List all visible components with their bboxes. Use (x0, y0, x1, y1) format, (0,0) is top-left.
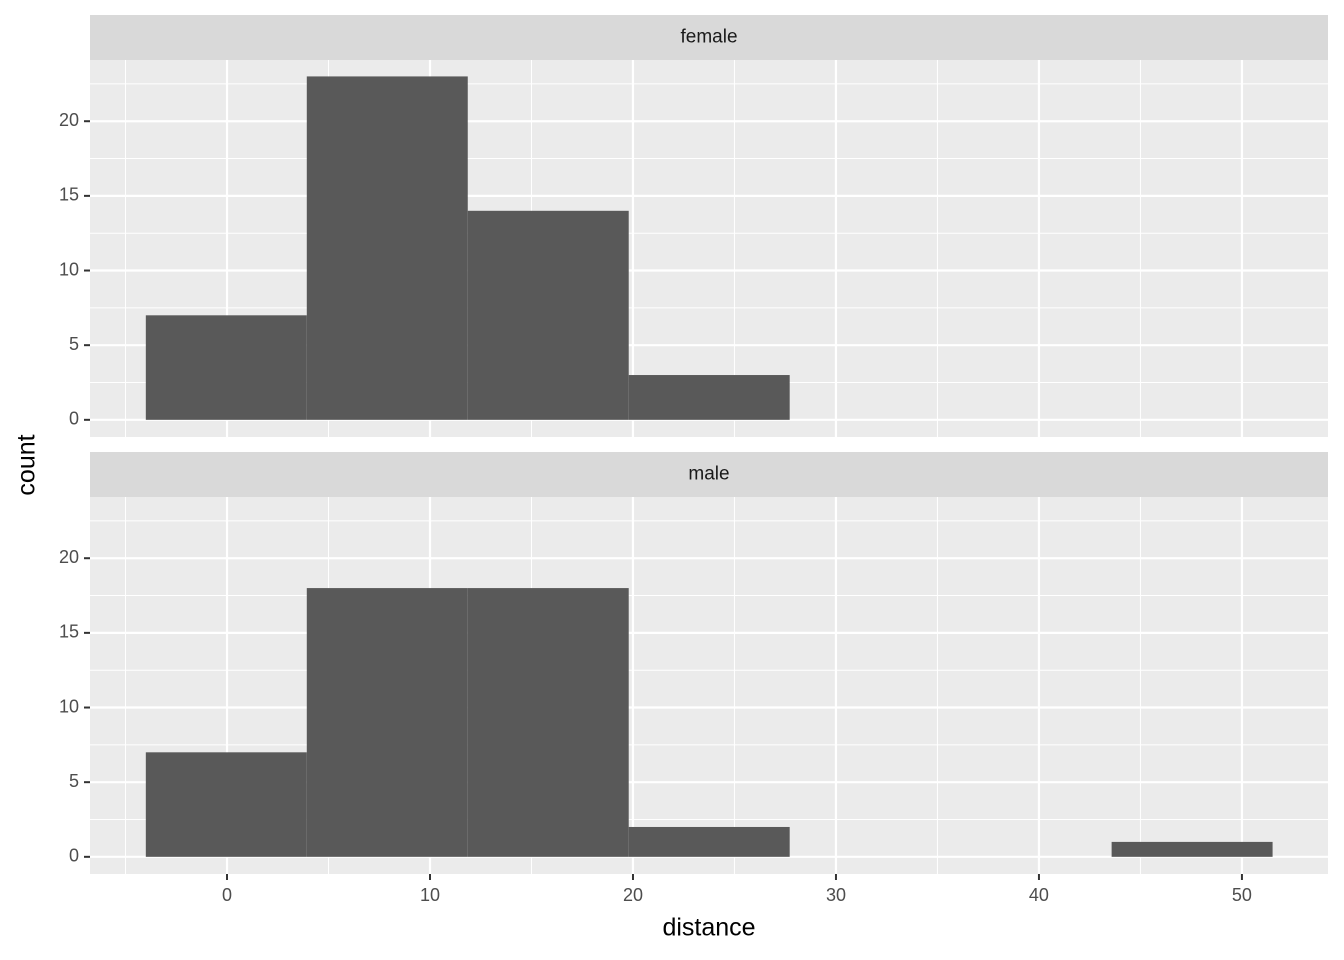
y-tick-label: 20 (59, 110, 79, 130)
y-tick-label: 10 (59, 696, 79, 716)
x-tick-label: 0 (222, 885, 232, 905)
bar (628, 375, 790, 420)
bar (467, 588, 629, 857)
bar (306, 588, 468, 857)
facet-label: male (688, 464, 729, 485)
strip-background (90, 452, 1328, 497)
y-tick-label: 5 (69, 334, 79, 354)
y-axis-title: count (13, 434, 41, 495)
y-tick-label: 0 (69, 846, 79, 866)
strip-background (90, 15, 1328, 60)
bar (1111, 841, 1273, 857)
y-tick-label: 20 (59, 547, 79, 567)
y-tick-label: 15 (59, 622, 79, 642)
x-tick-label: 40 (1029, 885, 1049, 905)
y-tick-label: 15 (59, 185, 79, 205)
y-tick-label: 0 (69, 409, 79, 429)
facet-label: female (680, 27, 737, 48)
bar (467, 210, 629, 420)
x-tick-label: 20 (623, 885, 643, 905)
x-axis-title: distance (662, 914, 755, 942)
y-tick-label: 5 (69, 771, 79, 791)
y-tick-label: 10 (59, 259, 79, 279)
x-tick-label: 10 (420, 885, 440, 905)
bar (628, 826, 790, 857)
x-tick-label: 30 (826, 885, 846, 905)
bar (306, 76, 468, 420)
bar (145, 315, 307, 420)
x-tick-label: 50 (1232, 885, 1252, 905)
bar (145, 752, 307, 857)
